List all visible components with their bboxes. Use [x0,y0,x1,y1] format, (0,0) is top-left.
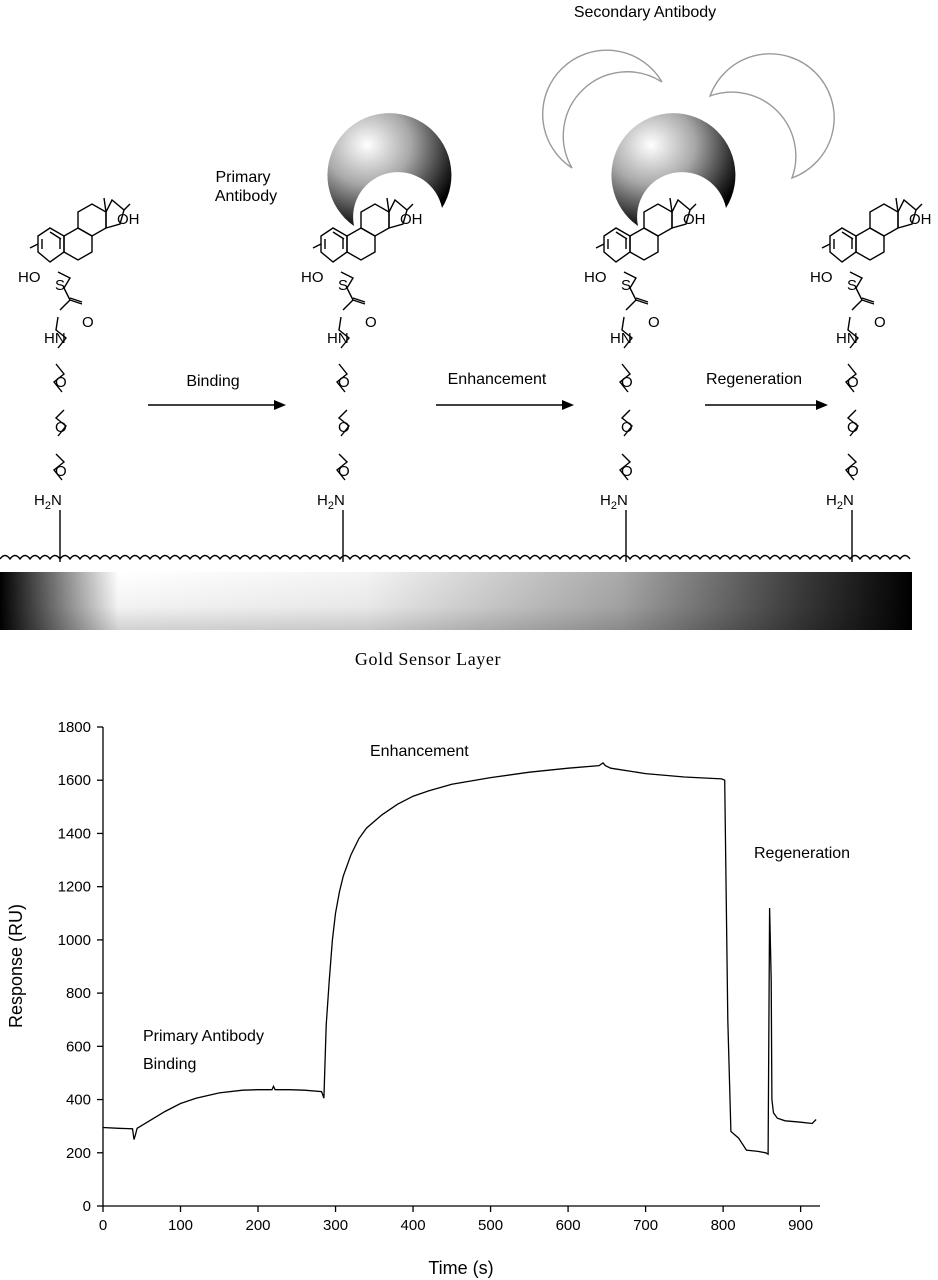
annotation-regeneration: Regeneration [754,845,850,862]
molecule-ether-o: O [621,419,633,436]
secondary-antibody-group: Secondary Antibody [542,4,835,180]
regeneration-arrowhead [816,400,828,410]
annotation-enhancement: Enhancement [370,743,469,760]
secondary-antibody-right-icon [708,53,835,180]
molecule-carbonyl-o: O [365,314,377,331]
molecule-ether-o: O [338,419,350,436]
sensor-surface-wave [0,554,911,561]
molecule-hn: HN [327,330,349,347]
molecule-ho: HO [810,269,833,286]
regeneration-label: Regeneration [706,371,802,388]
molecule-ether-o: O [55,374,67,391]
secondary-antibody-left-icon [542,49,663,169]
y-tick-label: 600 [66,1038,91,1055]
molecule-ether-o: O [55,463,67,480]
molecule-oh: OH [400,211,423,228]
linker-molecule: OH HO S O HN O O O H2N [584,197,706,563]
x-tick-label: 800 [711,1217,736,1234]
molecule-ether-o: O [55,419,67,436]
response-curve [102,762,817,1156]
molecule-h2n: H2N [317,492,345,512]
enhancement-arrowhead [562,400,574,410]
bound-antibody-sphere-icon [611,113,736,226]
x-tick-label: 100 [168,1217,193,1234]
annotation-primary-line1: Primary Antibody [143,1028,264,1045]
x-tick-label: 500 [478,1217,503,1234]
molecule-ether-o: O [847,374,859,391]
y-tick-label: 200 [66,1145,91,1162]
y-tick-label: 1200 [58,879,91,896]
molecule-s: S [621,277,631,294]
y-tick-label: 1000 [58,932,91,949]
primary-antibody-label-line1: Primary [215,169,270,186]
y-tick-label: 0 [83,1198,91,1215]
molecule-ether-o: O [847,419,859,436]
x-tick-label: 300 [323,1217,348,1234]
linker-molecule: OH HO S O HN O O O H2N [18,197,140,563]
x-tick-label: 400 [401,1217,426,1234]
molecule-hn: HN [836,330,858,347]
x-tick-label: 200 [246,1217,271,1234]
enhancement-step: Enhancement [436,371,574,410]
gold-sensor-shade [0,572,912,630]
y-tick-label: 1800 [58,719,91,736]
molecule-carbonyl-o: O [648,314,660,331]
binding-arrowhead [274,400,286,410]
molecule-h2n: H2N [826,492,854,512]
molecule-oh: OH [909,211,932,228]
molecule-oh: OH [117,211,140,228]
y-tick-label: 1400 [58,825,91,842]
molecule-hn: HN [610,330,632,347]
molecule-ether-o: O [338,374,350,391]
molecule-carbonyl-o: O [82,314,94,331]
secondary-antibody-label: Secondary Antibody [574,4,716,21]
regeneration-step: Regeneration [705,371,828,410]
x-tick-label: 0 [99,1217,107,1234]
molecule-s: S [338,277,348,294]
y-tick-label: 400 [66,1092,91,1109]
molecule-ether-o: O [338,463,350,480]
primary-antibody-sphere-icon [327,113,452,226]
molecule-h2n: H2N [600,492,628,512]
primary-antibody-label-line2: Antibody [215,188,277,205]
x-tick-label: 600 [556,1217,581,1234]
molecule-carbonyl-o: O [874,314,886,331]
x-axis: 0 100 200 300 400 500 600 700 800 900 [99,1205,820,1234]
molecule-ho: HO [301,269,324,286]
reaction-scheme: Gold Sensor Layer Secondary Antibody Pri… [0,4,932,669]
molecule-s: S [55,277,65,294]
x-tick-label: 900 [788,1217,813,1234]
binding-label: Binding [186,373,239,390]
molecule-ether-o: O [621,463,633,480]
molecule-s: S [847,277,857,294]
molecule-hn: HN [44,330,66,347]
x-axis-title: Time (s) [428,1258,493,1278]
enhancement-label: Enhancement [448,371,547,388]
binding-step: Binding [148,373,286,410]
annotation-primary-line2: Binding [143,1056,196,1073]
x-tick-label: 700 [633,1217,658,1234]
linker-molecule: OH HO S O HN O O O H2N [810,197,932,563]
y-axis-title: Response (RU) [6,904,26,1028]
molecule-oh: OH [683,211,706,228]
y-axis: 0 200 400 600 800 1000 1200 1400 1600 1800 [58,719,104,1215]
molecule-ho: HO [18,269,41,286]
y-tick-label: 1600 [58,772,91,789]
molecule-ho: HO [584,269,607,286]
linker-molecule: OH HO S O HN O O O H2N [301,197,423,563]
molecule-ether-o: O [847,463,859,480]
molecule-h2n: H2N [34,492,62,512]
molecule-ether-o: O [621,374,633,391]
gold-sensor-layer-label: Gold Sensor Layer [355,649,501,669]
y-tick-label: 800 [66,985,91,1002]
sensorgram-chart: 0 200 400 600 800 1000 1200 1400 1600 1800 0 100 20… [6,719,850,1278]
